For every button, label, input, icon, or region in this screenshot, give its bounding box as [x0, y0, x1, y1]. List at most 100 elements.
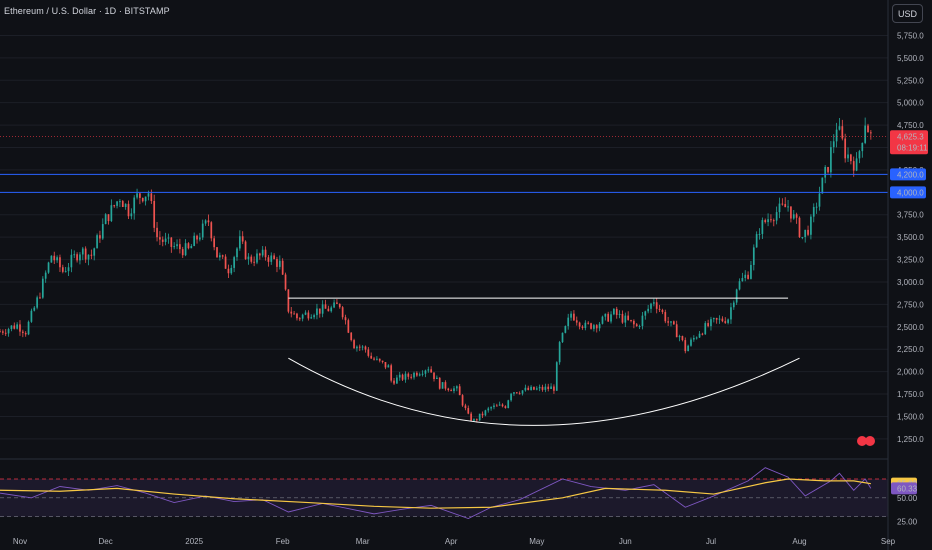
candle	[824, 167, 827, 178]
price-tick-label: 1,750.0	[897, 390, 924, 399]
candle	[281, 260, 284, 275]
candle	[558, 342, 561, 363]
candle	[490, 407, 492, 409]
candle	[238, 236, 241, 249]
candle	[350, 332, 353, 341]
candle	[264, 249, 267, 258]
candle	[84, 248, 87, 260]
candle	[19, 324, 21, 332]
candle	[827, 167, 829, 173]
candle	[464, 405, 467, 409]
candle	[624, 315, 627, 323]
price-tick-label: 2,250.0	[897, 345, 924, 354]
candle	[384, 361, 387, 368]
candle	[550, 386, 552, 390]
level-price-label: 4,000.0	[897, 188, 924, 197]
candle	[79, 254, 81, 261]
candle	[732, 302, 735, 308]
candle	[781, 203, 784, 205]
candle	[541, 386, 544, 390]
candle	[772, 220, 775, 222]
candle	[553, 386, 555, 391]
candle	[701, 333, 704, 335]
candle	[830, 147, 832, 173]
candle	[404, 373, 407, 380]
candle	[7, 329, 10, 334]
x-tick-label: Mar	[356, 537, 370, 546]
event-marker-icon[interactable]	[865, 436, 875, 446]
candle	[507, 400, 510, 408]
candle	[804, 229, 807, 238]
candle	[436, 377, 438, 379]
candle	[675, 324, 678, 338]
cup-arc[interactable]	[288, 357, 800, 426]
candle	[378, 358, 381, 361]
candle	[10, 325, 13, 330]
candle	[533, 386, 535, 390]
candle	[81, 248, 84, 255]
candle	[735, 289, 738, 303]
candle	[704, 323, 707, 335]
candle	[453, 388, 455, 392]
price-tick-label: 5,000.0	[897, 99, 924, 108]
candle	[290, 311, 293, 314]
candle	[213, 238, 216, 248]
candle	[258, 253, 261, 256]
level-price-label: 4,200.0	[897, 170, 924, 179]
candle	[73, 254, 76, 256]
candle	[113, 205, 116, 207]
candle	[807, 229, 809, 235]
event-marker-icon[interactable]	[857, 436, 867, 446]
candle	[567, 317, 570, 327]
candle	[573, 313, 575, 321]
candle	[584, 322, 587, 328]
price-tick-label: 5,250.0	[897, 76, 924, 85]
candle	[787, 206, 789, 208]
candle	[16, 324, 18, 329]
candle	[581, 326, 584, 328]
candle	[116, 201, 118, 206]
candle	[367, 349, 370, 356]
candle	[41, 278, 44, 298]
price-tick-label: 5,500.0	[897, 54, 924, 63]
candle	[593, 325, 595, 329]
candle	[119, 201, 121, 203]
candle	[690, 339, 692, 346]
candle	[221, 255, 224, 257]
x-tick-label: Sep	[881, 537, 896, 546]
candle	[810, 216, 812, 235]
candle	[398, 374, 401, 378]
candle	[361, 346, 364, 348]
candle	[256, 253, 258, 263]
candle	[124, 203, 127, 208]
candle	[176, 244, 178, 247]
candle	[844, 138, 847, 159]
last-price-label: 4,625.3	[897, 132, 924, 141]
candle	[0, 331, 1, 333]
candle	[590, 323, 592, 329]
candle	[298, 318, 301, 320]
candle	[653, 302, 655, 304]
candle	[4, 332, 7, 334]
price-tick-label: 3,750.0	[897, 211, 924, 220]
candle	[767, 219, 769, 223]
candle	[210, 222, 213, 239]
rsi-tick-label: 50.00	[897, 494, 918, 503]
candle	[410, 376, 413, 378]
candle	[261, 249, 264, 256]
candle	[738, 281, 741, 290]
candle	[393, 380, 395, 384]
candle	[61, 267, 64, 272]
candle	[695, 337, 698, 339]
price-tick-label: 1,250.0	[897, 435, 924, 444]
candle	[493, 405, 495, 408]
candle	[564, 326, 567, 333]
candle	[193, 235, 196, 246]
candle	[458, 386, 461, 396]
candle	[270, 255, 273, 262]
currency-button[interactable]: USD	[892, 4, 923, 23]
candle	[718, 318, 721, 320]
rsi-rsi-line	[0, 467, 872, 520]
